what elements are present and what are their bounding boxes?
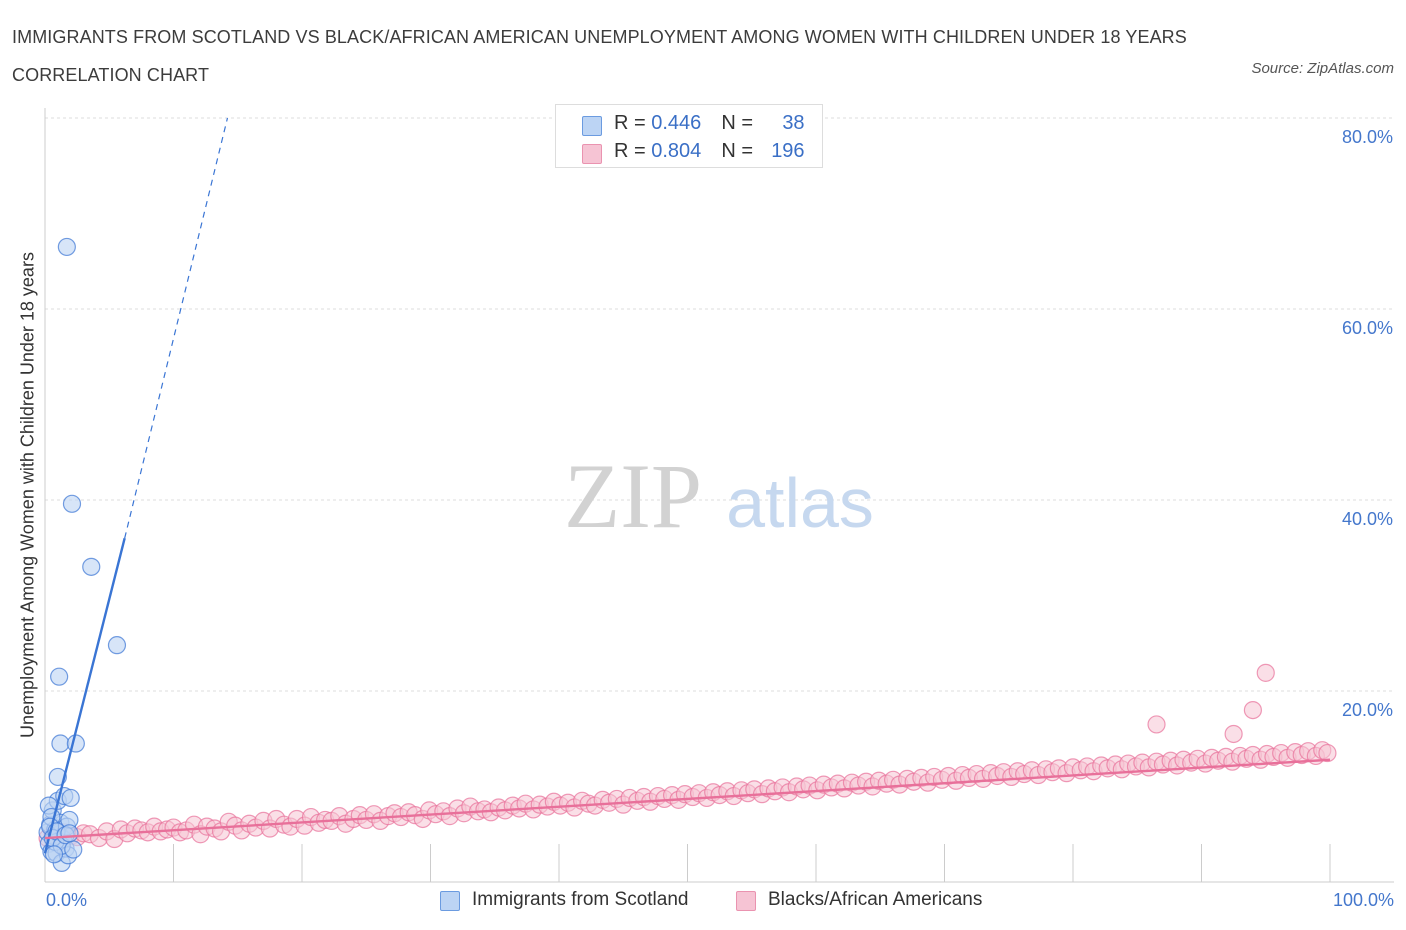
data-point-blacks [1243,700,1263,720]
data-point-scotland [44,845,64,864]
n-value: 196 [771,140,805,162]
data-point-scotland [62,494,82,513]
data-point-blacks [1256,663,1275,682]
data-point-scotland [50,667,69,686]
series-blacks-points [38,663,1337,849]
bottom-legend-label: Blacks/African Americans [768,889,983,910]
watermark-zip: ZIP [564,445,702,547]
source-label: Source: ZipAtlas.com [1251,60,1394,77]
bottom-legend-swatch-blue [440,891,460,911]
watermark: ZIP atlas [564,445,874,547]
data-point-scotland [51,734,70,753]
data-point-scotland [107,636,127,655]
data-point-scotland [66,734,85,753]
y-tick-label: 80.0% [1342,127,1393,147]
y-axis-title: Unemployment Among Women with Children U… [17,252,38,738]
trend-line-scotland [43,537,126,854]
trend-lines [43,117,1331,854]
r-label: R = [614,112,652,134]
n-label: N = [721,140,759,162]
y-tick-label: 20.0% [1342,700,1393,720]
r-value: 0.446 [651,112,702,134]
r-value: 0.804 [651,140,702,162]
legend-swatch-blue [582,116,602,136]
y-tick-labels: 20.0% 40.0% 60.0% 80.0% [1342,127,1393,720]
y-tick-label: 60.0% [1342,318,1393,338]
x-tick-label-max: 100.0% [1332,890,1394,910]
data-point-scotland [61,788,80,808]
watermark-atlas: atlas [726,464,874,542]
chart-title: IMMIGRANTS FROM SCOTLAND VS BLACK/AFRICA… [12,27,1187,85]
data-point-scotland [82,557,101,576]
n-label: N = [721,112,759,134]
legend-stats-scotland: R = 0.446 N = 38 [614,112,805,135]
data-point-scotland [60,824,79,843]
bottom-legend-label: Immigrants from Scotland [472,889,689,910]
gridlines [45,117,1394,692]
data-point-blacks [1147,715,1166,734]
data-point-blacks [1318,743,1337,763]
correlation-legend: R = 0.446 N = 38 R = 0.804 N = 196 [555,104,823,168]
data-point-scotland [64,840,83,859]
series-scotland-points [38,237,127,873]
trend-line-scotland-extension [124,117,229,539]
r-label: R = [614,140,652,162]
data-point-scotland [57,237,76,257]
axes [44,108,1394,883]
trend-line-blacks [44,758,1331,840]
data-point-blacks [1224,724,1243,744]
x-tick-label-min: 0.0% [46,890,88,910]
bottom-legend-swatch-pink [736,891,756,911]
legend-swatch-pink [582,144,602,164]
legend-stats-blacks: R = 0.804 N = 196 [614,140,805,163]
y-tick-label: 40.0% [1342,509,1393,529]
n-value: 38 [782,112,805,134]
